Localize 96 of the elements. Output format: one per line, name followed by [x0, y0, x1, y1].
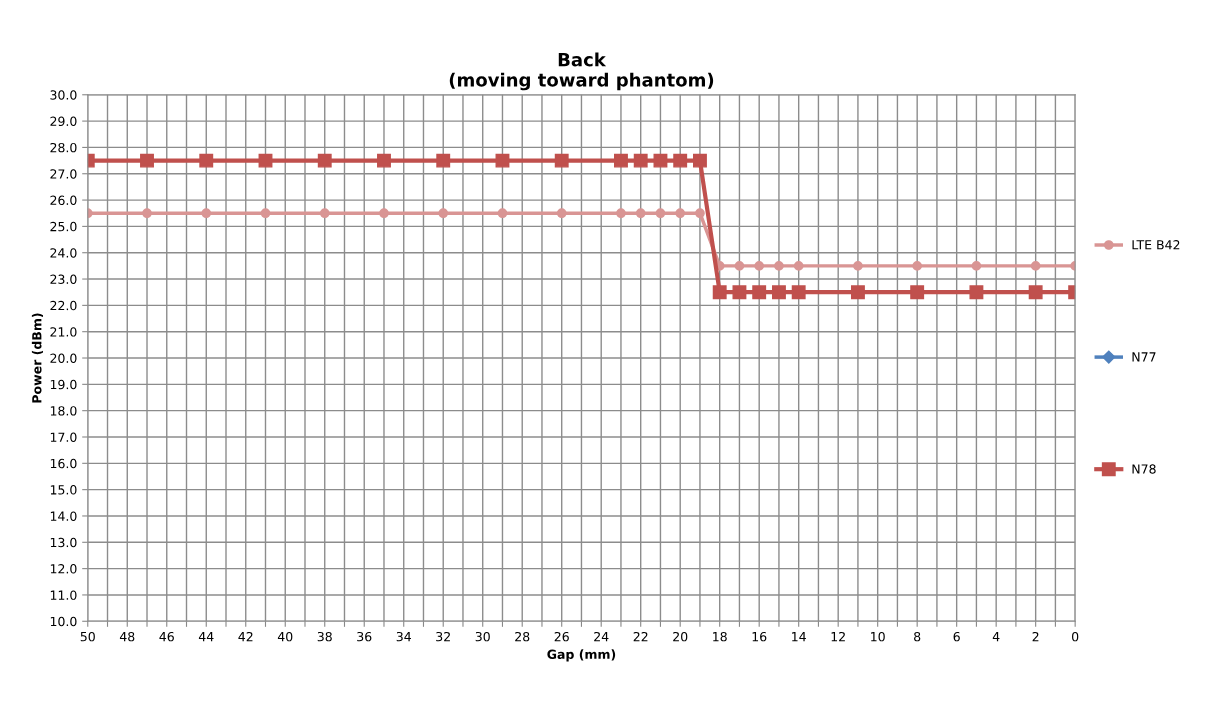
y-tick-label: 25.0 [50, 221, 77, 232]
x-tick-label: 36 [357, 631, 372, 642]
x-tick-label: 38 [317, 631, 332, 642]
x-tick-label: 10 [871, 631, 885, 642]
x-tick-label: 28 [515, 631, 530, 642]
point [317, 153, 332, 168]
point [260, 208, 271, 219]
point [436, 153, 451, 168]
point [712, 285, 727, 300]
point [850, 285, 865, 300]
y-tick-label: 30.0 [50, 90, 77, 100]
y-tick-label: 28.0 [50, 142, 77, 153]
x-tick-label: 4 [992, 632, 1000, 642]
point [201, 208, 212, 219]
x-tick-label: 12 [831, 631, 845, 642]
point [693, 153, 707, 168]
point [319, 208, 330, 219]
point [377, 153, 391, 168]
point [791, 285, 806, 300]
x-tick-label: 40 [277, 631, 293, 642]
x-tick-label: 18 [713, 631, 727, 642]
y-tick-label: 16.0 [50, 458, 77, 469]
point [971, 261, 982, 271]
y-tick-label: 26.0 [50, 195, 77, 205]
x-tick-label: 22 [633, 631, 648, 642]
x-tick-label: 8 [914, 631, 921, 642]
legend-label: N77 [1132, 352, 1156, 362]
x-axis-title: Gap (mm) [547, 649, 616, 662]
point [258, 153, 273, 168]
point [655, 208, 666, 219]
y-tick-label: 24.0 [50, 248, 77, 258]
y-tick-label: 23.0 [50, 274, 77, 284]
point [774, 261, 784, 271]
point [969, 285, 984, 300]
y-tick-label: 10.0 [50, 616, 77, 627]
point [732, 285, 747, 300]
point [635, 208, 646, 219]
x-tick-label: 30 [475, 631, 490, 642]
point [142, 208, 152, 219]
x-tick-label: 14 [792, 632, 806, 642]
point [379, 208, 389, 219]
point [675, 208, 686, 219]
point [556, 208, 567, 219]
point [616, 208, 626, 219]
point [673, 153, 688, 168]
point [754, 261, 765, 271]
y-tick-label: 13.0 [50, 537, 77, 548]
point [771, 285, 786, 300]
x-tick-label: 2 [1032, 631, 1039, 642]
x-tick-label: 24 [594, 631, 609, 642]
point [614, 153, 628, 168]
point [734, 261, 745, 271]
point [1028, 285, 1043, 300]
point [910, 285, 925, 300]
y-tick-label: 21.0 [50, 327, 77, 337]
x-tick-label: 0 [1072, 631, 1079, 642]
x-tick-label: 44 [198, 632, 214, 642]
point [554, 153, 569, 168]
point [793, 261, 804, 271]
legend-label: LTE B42 [1132, 240, 1180, 250]
point [695, 208, 705, 219]
point [752, 285, 767, 300]
y-tick-label: 29.0 [50, 116, 77, 127]
y-tick-label: 14.0 [50, 511, 77, 521]
chart-title: Back (moving toward phantom) [449, 52, 714, 91]
y-tick-label: 18.0 [50, 406, 77, 416]
point [497, 208, 508, 219]
y-tick-label: 11.0 [50, 590, 77, 600]
x-tick-label: 46 [159, 631, 174, 642]
x-tick-label: 42 [238, 631, 253, 642]
y-tick-label: 19.0 [50, 379, 77, 390]
y-tick-label: 22.0 [50, 300, 77, 311]
y-tick-label: 27.0 [50, 169, 77, 179]
x-tick-label: 32 [436, 631, 450, 642]
point [140, 153, 154, 168]
point [199, 153, 214, 168]
point [912, 261, 923, 271]
point [633, 153, 648, 168]
point [438, 208, 449, 219]
x-tick-label: 6 [953, 631, 960, 642]
y-tick-label: 12.0 [50, 564, 77, 574]
legend-label: N78 [1132, 464, 1156, 474]
point [1030, 261, 1041, 271]
y-tick-label: 20.0 [50, 353, 77, 363]
x-tick-label: 16 [752, 631, 767, 642]
y-tick-label: 17.0 [50, 432, 77, 442]
point [653, 153, 668, 168]
y-axis-title: Power (dBm) [31, 313, 44, 403]
x-tick-label: 50 [80, 631, 95, 642]
x-tick-label: 34 [396, 631, 411, 642]
point [495, 153, 510, 168]
x-tick-label: 20 [673, 631, 688, 642]
point [853, 261, 863, 271]
x-tick-label: 26 [554, 631, 569, 642]
x-tick-label: 48 [119, 631, 135, 642]
y-tick-label: 15.0 [50, 485, 77, 495]
